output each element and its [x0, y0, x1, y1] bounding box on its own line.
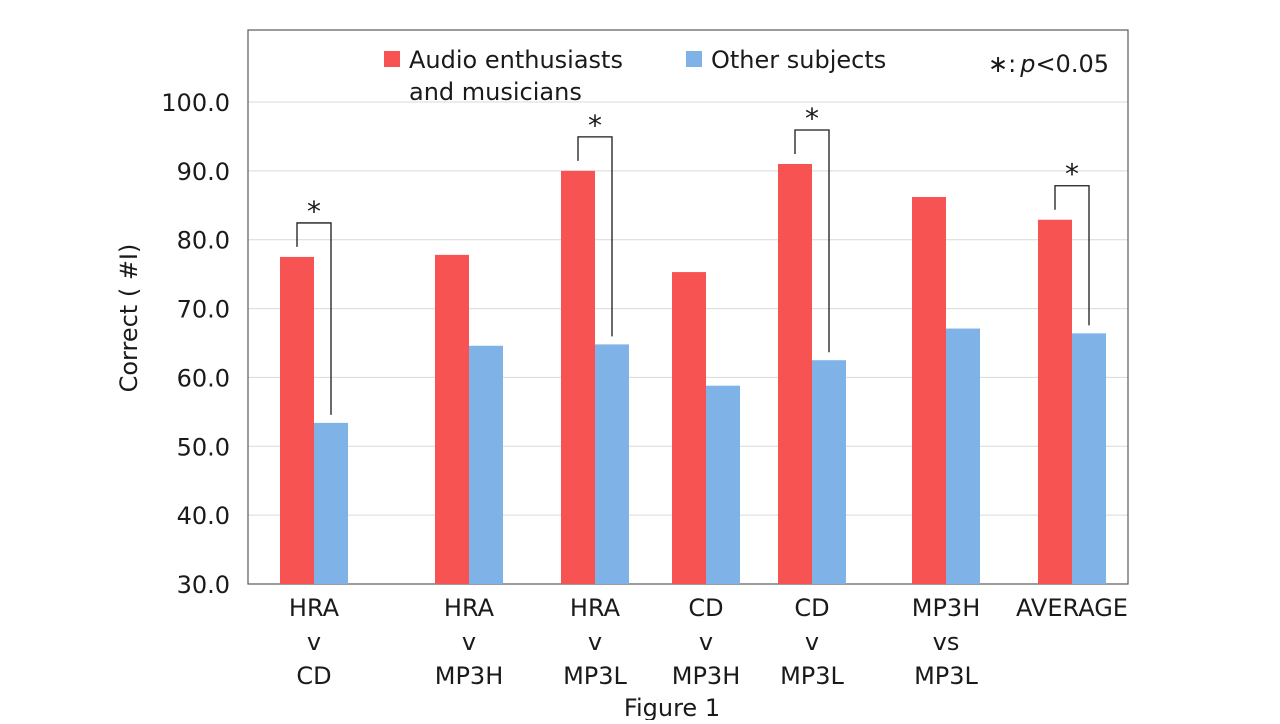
bar	[1072, 333, 1106, 584]
significance-bracket	[296, 222, 332, 415]
x-tick-label: MP3L	[563, 662, 627, 690]
y-tick-label: 100.0	[161, 89, 230, 117]
bar	[435, 254, 469, 584]
significance-marker: *	[307, 195, 321, 228]
bar	[778, 163, 812, 584]
x-tick-label: MP3L	[914, 662, 978, 690]
legend-label: and musicians	[409, 78, 582, 106]
bar	[561, 170, 595, 584]
legend-swatch	[686, 51, 702, 67]
significance-bracket	[794, 129, 830, 353]
legend-swatch	[384, 51, 400, 67]
bar	[812, 360, 846, 584]
significance-marker: *	[805, 102, 819, 135]
x-tick-label: v	[588, 628, 602, 656]
y-tick-label: 60.0	[177, 364, 230, 392]
bar	[280, 256, 314, 584]
x-tick-label: MP3H	[435, 662, 504, 690]
legend-label: Other subjects	[711, 46, 886, 74]
x-tick-label: v	[699, 628, 713, 656]
legend-label: Audio enthusiasts	[409, 46, 623, 74]
significance-note: ∗: p<0.05	[988, 50, 1109, 78]
x-tick-label: AVERAGE	[1016, 594, 1128, 622]
bar	[1038, 219, 1072, 584]
bar	[706, 385, 740, 584]
x-tick-label: MP3H	[672, 662, 741, 690]
figure-caption: Figure 1	[624, 694, 720, 720]
y-tick-label: 50.0	[177, 433, 230, 461]
x-tick-label: MP3H	[912, 594, 981, 622]
x-tick-label: HRA	[444, 594, 495, 622]
bar	[946, 328, 980, 584]
x-tick-label: HRA	[570, 594, 621, 622]
y-tick-label: 90.0	[177, 158, 230, 186]
significance-marker: *	[1065, 158, 1079, 191]
bar	[595, 344, 629, 584]
bar	[912, 197, 946, 584]
y-tick-label: 30.0	[177, 571, 230, 599]
x-tick-label: v	[805, 628, 819, 656]
x-tick-label: v	[462, 628, 476, 656]
x-tick-label: CD	[296, 662, 331, 690]
bar	[314, 422, 348, 584]
x-tick-label: CD	[688, 594, 723, 622]
x-tick-label: MP3L	[780, 662, 844, 690]
x-tick-label: v	[307, 628, 321, 656]
significance-marker: *	[588, 109, 602, 142]
x-tick-label: CD	[794, 594, 829, 622]
x-tick-label: HRA	[289, 594, 340, 622]
x-tick-label: vs	[933, 628, 960, 656]
significance-bracket	[1054, 185, 1090, 326]
y-tick-label: 80.0	[177, 227, 230, 255]
y-axis-label: Correct ( #I)	[115, 244, 143, 393]
bar	[672, 272, 706, 584]
bar	[469, 345, 503, 584]
y-tick-label: 70.0	[177, 296, 230, 324]
y-tick-label: 40.0	[177, 502, 230, 530]
significance-bracket	[577, 136, 613, 337]
